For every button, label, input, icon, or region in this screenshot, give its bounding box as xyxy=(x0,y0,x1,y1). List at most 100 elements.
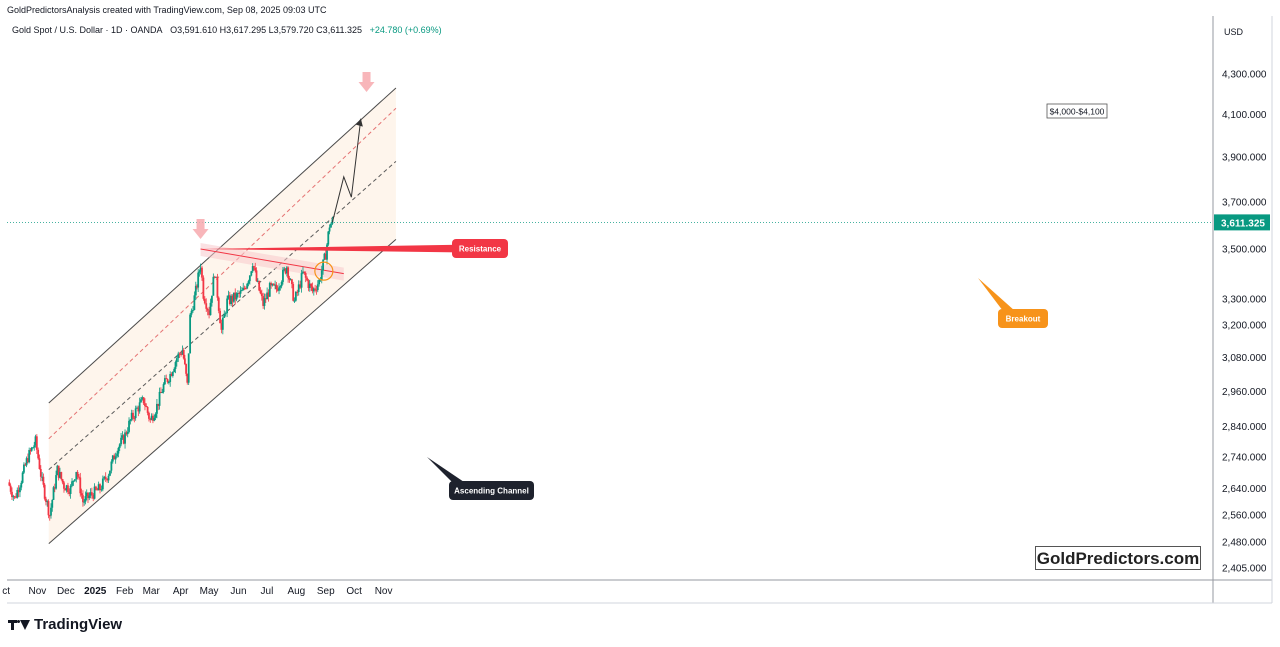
x-tick-label: May xyxy=(200,586,219,597)
candle xyxy=(291,278,293,289)
candle xyxy=(46,499,49,507)
candle xyxy=(47,499,50,519)
candle-body xyxy=(34,436,37,446)
candle xyxy=(29,447,32,455)
candle-body xyxy=(37,449,40,459)
resistance-touch-arrow xyxy=(192,219,209,240)
candle xyxy=(181,345,184,355)
candle-body xyxy=(203,298,206,304)
candle-body xyxy=(216,276,219,298)
candle-body xyxy=(159,391,162,393)
candle-body xyxy=(20,482,23,488)
candle-body xyxy=(90,492,93,495)
candle-body xyxy=(165,378,168,380)
channel-upper-line xyxy=(48,87,397,404)
candle-body xyxy=(79,477,82,494)
candle-body xyxy=(16,489,19,498)
candle-body xyxy=(294,291,297,301)
ascending-channel-callout: Ascending Channel xyxy=(427,457,534,500)
candle-body xyxy=(287,267,290,278)
candle-body xyxy=(206,308,209,311)
candle xyxy=(282,267,284,285)
candle-body xyxy=(320,270,323,280)
candle xyxy=(224,311,227,317)
y-tick-label: 3,200.000 xyxy=(1222,321,1267,332)
candle xyxy=(52,485,55,501)
candle-body xyxy=(88,495,91,499)
target-range-box xyxy=(1046,103,1108,119)
candle xyxy=(142,397,145,405)
candle xyxy=(75,471,78,483)
candle-body xyxy=(181,349,184,355)
candle xyxy=(154,412,157,420)
candle-body xyxy=(133,417,136,419)
candle-body xyxy=(137,407,140,412)
candle-body xyxy=(272,283,275,286)
candle xyxy=(226,295,229,318)
candle xyxy=(101,475,104,492)
candle-body xyxy=(52,487,55,500)
candle xyxy=(13,495,16,500)
resistance-line xyxy=(200,248,344,275)
y-tick-label: 2,960.000 xyxy=(1222,387,1267,398)
candle xyxy=(302,266,304,275)
candle-body xyxy=(268,283,271,297)
candle xyxy=(138,397,141,414)
candle-body xyxy=(128,420,130,432)
candle-body xyxy=(124,432,126,444)
candle-body xyxy=(109,470,111,476)
candle xyxy=(323,252,326,261)
candle xyxy=(163,375,166,385)
candle-body xyxy=(154,413,157,418)
candle-body xyxy=(242,287,245,291)
candle xyxy=(242,282,245,291)
candle xyxy=(186,373,189,385)
candle xyxy=(34,434,37,448)
candle-body xyxy=(67,485,69,493)
candle xyxy=(104,472,107,482)
candle-body xyxy=(87,492,89,499)
y-tick-label: 2,740.000 xyxy=(1222,453,1267,464)
candle xyxy=(130,409,133,422)
candle-body xyxy=(76,471,79,477)
last-price-tag-label: 3,611.325 xyxy=(1221,218,1265,229)
candle-body xyxy=(285,267,288,274)
x-tick-label: Mar xyxy=(143,586,161,597)
candle-body xyxy=(140,399,142,403)
y-tick-label: 2,405.000 xyxy=(1222,564,1267,575)
candle xyxy=(19,485,21,498)
y-tick-label: 2,560.000 xyxy=(1222,510,1267,521)
candle xyxy=(60,471,63,481)
candle xyxy=(55,470,57,490)
candle xyxy=(223,310,226,318)
candle xyxy=(314,284,317,293)
candle-body xyxy=(166,379,169,382)
candle xyxy=(264,293,267,303)
candle xyxy=(230,294,233,306)
candle-body xyxy=(275,284,278,290)
candle-body xyxy=(182,349,185,359)
x-tick-label: Nov xyxy=(29,586,47,597)
candle xyxy=(28,447,31,464)
candle-body xyxy=(47,501,50,516)
y-tick-label: 4,300.000 xyxy=(1222,70,1267,81)
candle xyxy=(278,283,280,295)
candle-body xyxy=(59,472,61,478)
candle-body xyxy=(322,259,324,271)
candle-body xyxy=(323,253,326,260)
candle-body xyxy=(43,484,46,499)
candle xyxy=(268,281,271,297)
y-tick-label: 3,500.000 xyxy=(1222,245,1267,256)
candle xyxy=(212,273,215,296)
candle xyxy=(304,271,307,283)
x-tick-label: Aug xyxy=(287,586,305,597)
candle xyxy=(106,478,109,483)
symbol-legend[interactable]: Gold Spot / U.S. Dollar · 1D · OANDA O3,… xyxy=(12,25,442,35)
candle-body xyxy=(103,476,106,479)
candle-body xyxy=(248,275,251,282)
candle-body xyxy=(280,281,283,287)
candle-body xyxy=(56,465,59,476)
tradingview-logo[interactable]: TradingView xyxy=(8,616,122,633)
candle xyxy=(189,312,192,354)
